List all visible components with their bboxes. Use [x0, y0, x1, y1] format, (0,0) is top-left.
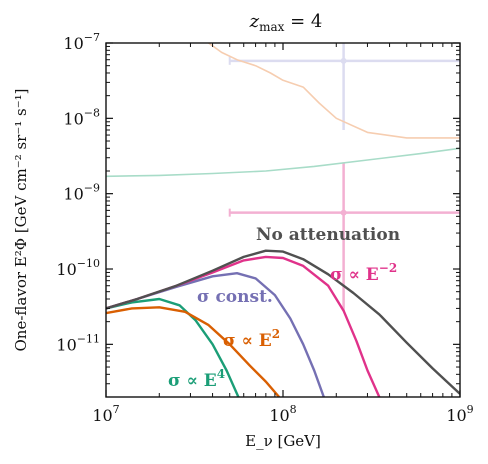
annotations: No attenuation σ ∝ E−2 σ const. σ ∝ E2 σ ∝ E…	[168, 225, 400, 391]
y-tick-label: 10−10	[56, 257, 100, 279]
series-line-5	[106, 147, 460, 178]
annotation-2: σ const.	[197, 287, 273, 307]
title-subscript: max	[259, 20, 285, 34]
annotation-0: No attenuation	[256, 225, 400, 245]
title-main: z	[249, 11, 260, 32]
y-tick-label: 10−11	[56, 332, 100, 354]
annotation-4: σ ∝ E4	[168, 367, 225, 391]
annotation-1: σ ∝ E−2	[330, 261, 397, 285]
series-lines	[106, 43, 460, 397]
x-axis-label: E_ν [GeV]	[245, 432, 321, 450]
series-line-0	[106, 249, 460, 395]
series-line-3	[106, 306, 281, 397]
y-tick-label: 10−7	[63, 31, 100, 53]
error-bar-point	[340, 209, 347, 216]
axis-tick-labels: 107 108 109 10−7 10−8 10−9 10−10 10−11	[56, 31, 473, 425]
title-rest: = 4	[284, 11, 322, 32]
annotation-3: σ ∝ E2	[223, 327, 280, 351]
error-bar-point	[340, 57, 347, 64]
chart-title: zmax = 4	[249, 11, 323, 34]
axis-ticks	[105, 42, 461, 398]
y-axis-label: One-flavor E²Φ [GeV cm⁻² sr⁻¹ s⁻¹]	[12, 88, 30, 351]
y-tick-label: 10−9	[63, 182, 100, 204]
y-tick-label: 10−8	[63, 106, 100, 128]
x-tick-label: 108	[269, 403, 296, 425]
x-tick-label: 109	[446, 403, 473, 425]
error-bars	[228, 43, 460, 311]
x-tick-label: 107	[92, 403, 119, 425]
series-line-6	[208, 43, 460, 139]
